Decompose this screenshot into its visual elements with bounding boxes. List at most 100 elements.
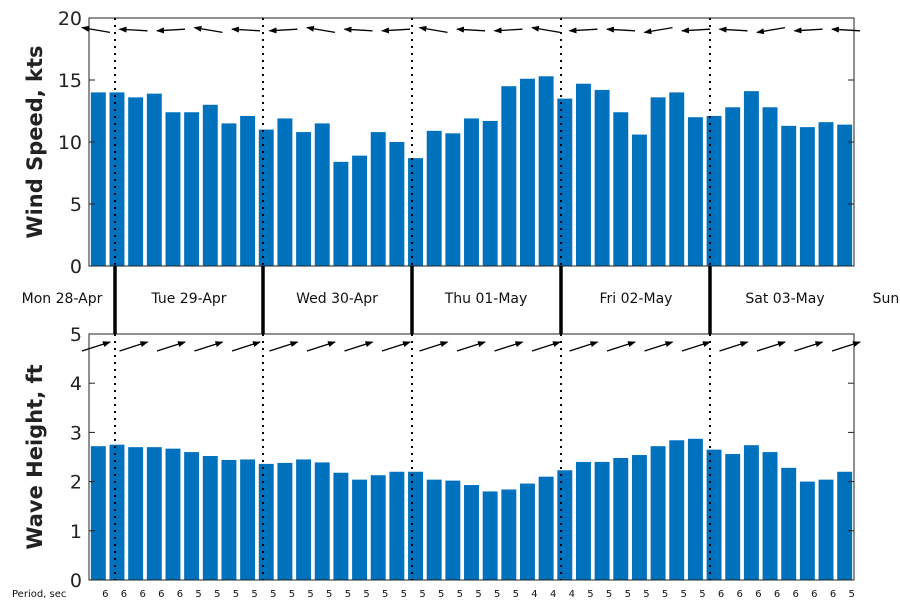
- wind-bar: [277, 118, 293, 266]
- wave-direction-arrow: [119, 341, 149, 352]
- period-value: 5: [513, 589, 519, 600]
- wind-bar: [631, 134, 647, 266]
- period-value: 5: [363, 589, 369, 600]
- period-value: 5: [587, 589, 593, 600]
- wind-bar: [538, 76, 554, 266]
- wave-direction-arrow: [419, 341, 449, 352]
- wind-bar: [221, 123, 237, 267]
- wave-bar: [743, 445, 759, 580]
- period-value: 6: [139, 589, 145, 600]
- period-value: 5: [662, 589, 668, 600]
- wind-bar: [501, 86, 517, 266]
- wind-direction-arrow: [756, 26, 786, 35]
- wave-bar: [837, 471, 853, 580]
- wave-bar: [669, 440, 685, 580]
- wave-bar: [202, 456, 218, 580]
- wave-bar: [464, 485, 479, 580]
- wave-direction-arrow: [81, 341, 111, 352]
- period-value: 5: [457, 589, 463, 600]
- wind-bar: [258, 129, 274, 266]
- wave-bar: [333, 472, 349, 580]
- period-value: 5: [625, 589, 631, 600]
- wave-direction-arrow: [344, 341, 374, 352]
- wave-direction-arrow: [756, 341, 786, 352]
- wave-direction-arrow: [494, 341, 524, 352]
- wind-bar: [389, 142, 405, 266]
- wind-bar: [482, 120, 498, 266]
- wave-bar: [258, 463, 274, 580]
- wave-bar: [631, 455, 647, 580]
- wind-direction-arrow: [718, 26, 748, 33]
- y-tick-label: 3: [70, 422, 82, 444]
- wind-bar: [575, 83, 591, 266]
- y-tick-label: 15: [58, 70, 82, 92]
- period-value: 5: [643, 589, 649, 600]
- period-value: 6: [718, 589, 724, 600]
- period-label: Period, sec: [12, 589, 66, 600]
- period-value: 5: [233, 589, 239, 600]
- wind-bar: [202, 104, 218, 266]
- wind-bar: [743, 91, 759, 266]
- wave-bar: [352, 479, 368, 580]
- period-value: 6: [811, 589, 817, 600]
- wind-bar: [818, 122, 834, 266]
- period-value: 6: [158, 589, 164, 600]
- wave-bar: [687, 438, 703, 580]
- wind-direction-arrow: [231, 26, 261, 33]
- day-label: Tue 29-Apr: [150, 291, 226, 307]
- wind-bar: [240, 115, 256, 267]
- wave-direction-arrow: [606, 341, 636, 352]
- wind-direction-arrow: [81, 25, 111, 34]
- period-value: 5: [307, 589, 313, 600]
- y-tick-label: 1: [70, 521, 82, 543]
- wave-bar: [818, 479, 834, 580]
- wave-bar: [128, 447, 144, 580]
- wind-bar: [165, 112, 181, 267]
- wind-bar: [687, 117, 703, 266]
- wind-bar: [352, 155, 368, 266]
- period-value: 6: [737, 589, 743, 600]
- period-value: 5: [699, 589, 705, 600]
- wind-bar: [837, 124, 853, 266]
- period-value: 6: [793, 589, 799, 600]
- wind-bar: [650, 97, 666, 266]
- wind-bar: [557, 98, 573, 266]
- period-value: 6: [774, 589, 780, 600]
- period-value: 5: [401, 589, 407, 600]
- wind-bar: [90, 92, 106, 267]
- wind-direction-arrow: [568, 27, 598, 34]
- y-tick-label: 5: [70, 194, 82, 216]
- period-value: 4: [569, 589, 575, 600]
- wind-direction-arrow: [343, 26, 373, 33]
- wave-bar: [240, 459, 256, 580]
- wave-direction-arrow: [531, 341, 561, 352]
- wind-bar: [408, 158, 423, 266]
- wave-direction-arrow: [681, 341, 711, 352]
- wave-direction-arrow: [831, 341, 861, 352]
- wind-bar: [445, 133, 461, 266]
- wave-direction-arrow: [194, 341, 224, 352]
- wave-bar: [426, 479, 442, 580]
- wave-direction-arrow: [269, 341, 299, 352]
- wind-bar: [109, 92, 125, 267]
- wave-direction-arrow: [156, 341, 186, 352]
- wave-panel: [81, 333, 861, 581]
- period-value: 5: [606, 589, 612, 600]
- wave-bar: [594, 461, 610, 580]
- plot-frame: [88, 333, 855, 581]
- day-label: Sun: [873, 291, 900, 307]
- wave-bar: [109, 444, 125, 580]
- wind-direction-arrow: [643, 26, 673, 35]
- period-value: 6: [755, 589, 761, 600]
- wind-direction-arrow: [493, 27, 523, 34]
- period-value: 5: [270, 589, 276, 600]
- wind-direction-arrow: [681, 27, 711, 34]
- period-value: 5: [345, 589, 351, 600]
- day-label: Mon 28-Apr: [22, 291, 103, 307]
- wind-bar: [762, 107, 778, 266]
- y-tick-label: 0: [70, 570, 82, 592]
- wind-direction-arrow: [831, 26, 861, 33]
- period-value: 5: [848, 589, 854, 600]
- period-value: 5: [214, 589, 220, 600]
- wave-direction-arrow: [644, 341, 674, 352]
